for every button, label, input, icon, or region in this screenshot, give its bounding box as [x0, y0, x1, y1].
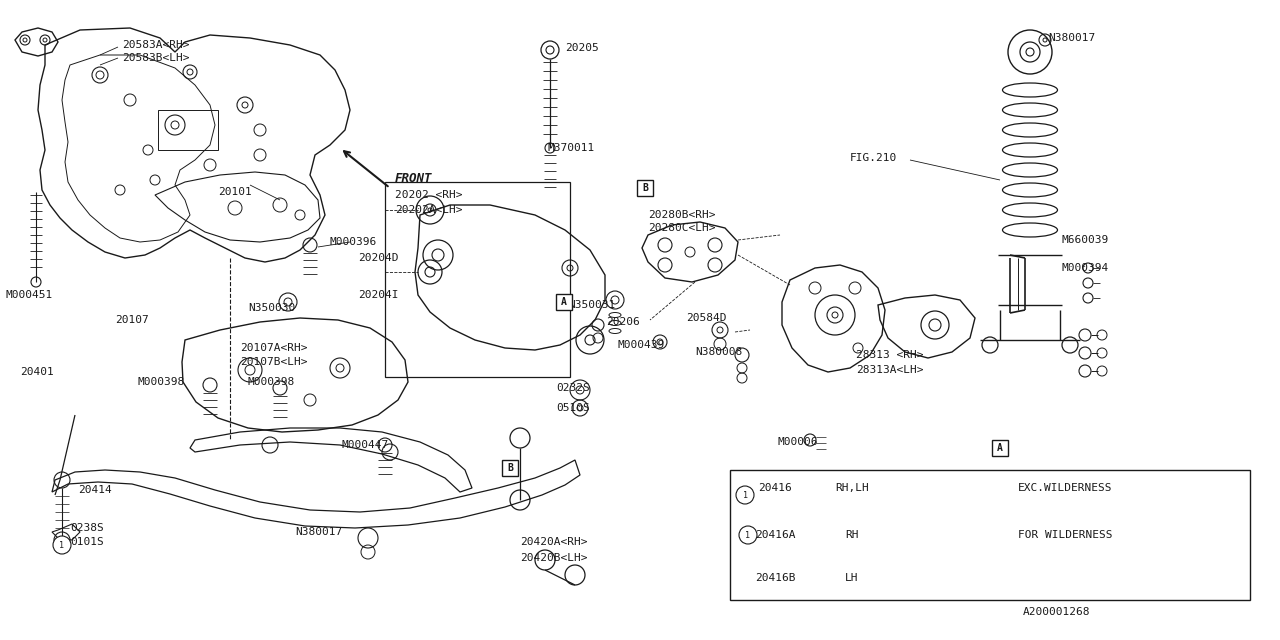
Text: N380008: N380008 [695, 347, 742, 357]
Bar [157, 110, 218, 150]
Text: M000398: M000398 [248, 377, 296, 387]
Text: 20280C<LH>: 20280C<LH> [648, 223, 716, 233]
Text: N380017: N380017 [1048, 33, 1096, 43]
Text: 28313A<LH>: 28313A<LH> [856, 365, 923, 375]
Text: 20416A: 20416A [755, 530, 795, 540]
Text: A200001268: A200001268 [1023, 607, 1091, 617]
Text: 20584D: 20584D [686, 313, 727, 323]
Text: 0232S: 0232S [556, 383, 590, 393]
Text: M000394: M000394 [1062, 263, 1110, 273]
Text: 20583B<LH>: 20583B<LH> [122, 53, 189, 63]
Bar [637, 180, 653, 196]
Text: M00006: M00006 [778, 437, 818, 447]
Text: LH: LH [845, 573, 859, 583]
Bar [992, 440, 1009, 456]
Text: 20420B<LH>: 20420B<LH> [520, 553, 588, 563]
Text: A: A [561, 297, 567, 307]
Text: 20204D: 20204D [358, 253, 398, 263]
Text: B: B [643, 183, 648, 193]
Text: 0510S: 0510S [556, 403, 590, 413]
Text: M000398: M000398 [138, 377, 186, 387]
Text: 20414: 20414 [78, 485, 111, 495]
Text: 1: 1 [59, 541, 64, 550]
Text: 1: 1 [742, 490, 748, 499]
Text: B: B [507, 463, 513, 473]
Text: 20107A<RH>: 20107A<RH> [241, 343, 307, 353]
Text: 20280B<RH>: 20280B<RH> [648, 210, 716, 220]
Text: 20401: 20401 [20, 367, 54, 377]
Text: 0238S: 0238S [70, 523, 104, 533]
Bar [730, 470, 1251, 600]
Circle shape [52, 536, 70, 554]
Text: RH,LH: RH,LH [835, 483, 869, 493]
Text: N350031: N350031 [568, 300, 616, 310]
Circle shape [739, 526, 756, 544]
Text: M000396: M000396 [330, 237, 378, 247]
Text: M370011: M370011 [548, 143, 595, 153]
Text: RH: RH [845, 530, 859, 540]
Text: 20202A<LH>: 20202A<LH> [396, 205, 462, 215]
Text: A: A [997, 443, 1004, 453]
Bar [385, 182, 570, 377]
Text: 20420A<RH>: 20420A<RH> [520, 537, 588, 547]
Bar [502, 460, 518, 476]
Text: M000447: M000447 [342, 440, 389, 450]
Text: FIG.210: FIG.210 [850, 153, 897, 163]
Text: N380017: N380017 [294, 527, 342, 537]
Text: 20101: 20101 [218, 187, 252, 197]
Text: 20204I: 20204I [358, 290, 398, 300]
Text: 1: 1 [745, 531, 750, 540]
Text: FOR WILDERNESS: FOR WILDERNESS [1018, 530, 1112, 540]
Circle shape [736, 486, 754, 504]
Text: EXC.WILDERNESS: EXC.WILDERNESS [1018, 483, 1112, 493]
Text: FRONT: FRONT [396, 172, 433, 184]
Text: N350030: N350030 [248, 303, 296, 313]
Text: 20416B: 20416B [755, 573, 795, 583]
Text: 28313 <RH>: 28313 <RH> [856, 350, 923, 360]
Text: 20202 <RH>: 20202 <RH> [396, 190, 462, 200]
Text: 20205: 20205 [564, 43, 599, 53]
Text: M660039: M660039 [1062, 235, 1110, 245]
Text: 20416: 20416 [758, 483, 792, 493]
Text: 0101S: 0101S [70, 537, 104, 547]
Text: 20206: 20206 [605, 317, 640, 327]
Text: 20107B<LH>: 20107B<LH> [241, 357, 307, 367]
Text: M000439: M000439 [618, 340, 666, 350]
Bar [556, 294, 572, 310]
Text: 20107: 20107 [115, 315, 148, 325]
Text: 20583A<RH>: 20583A<RH> [122, 40, 189, 50]
Text: M000451: M000451 [5, 290, 52, 300]
